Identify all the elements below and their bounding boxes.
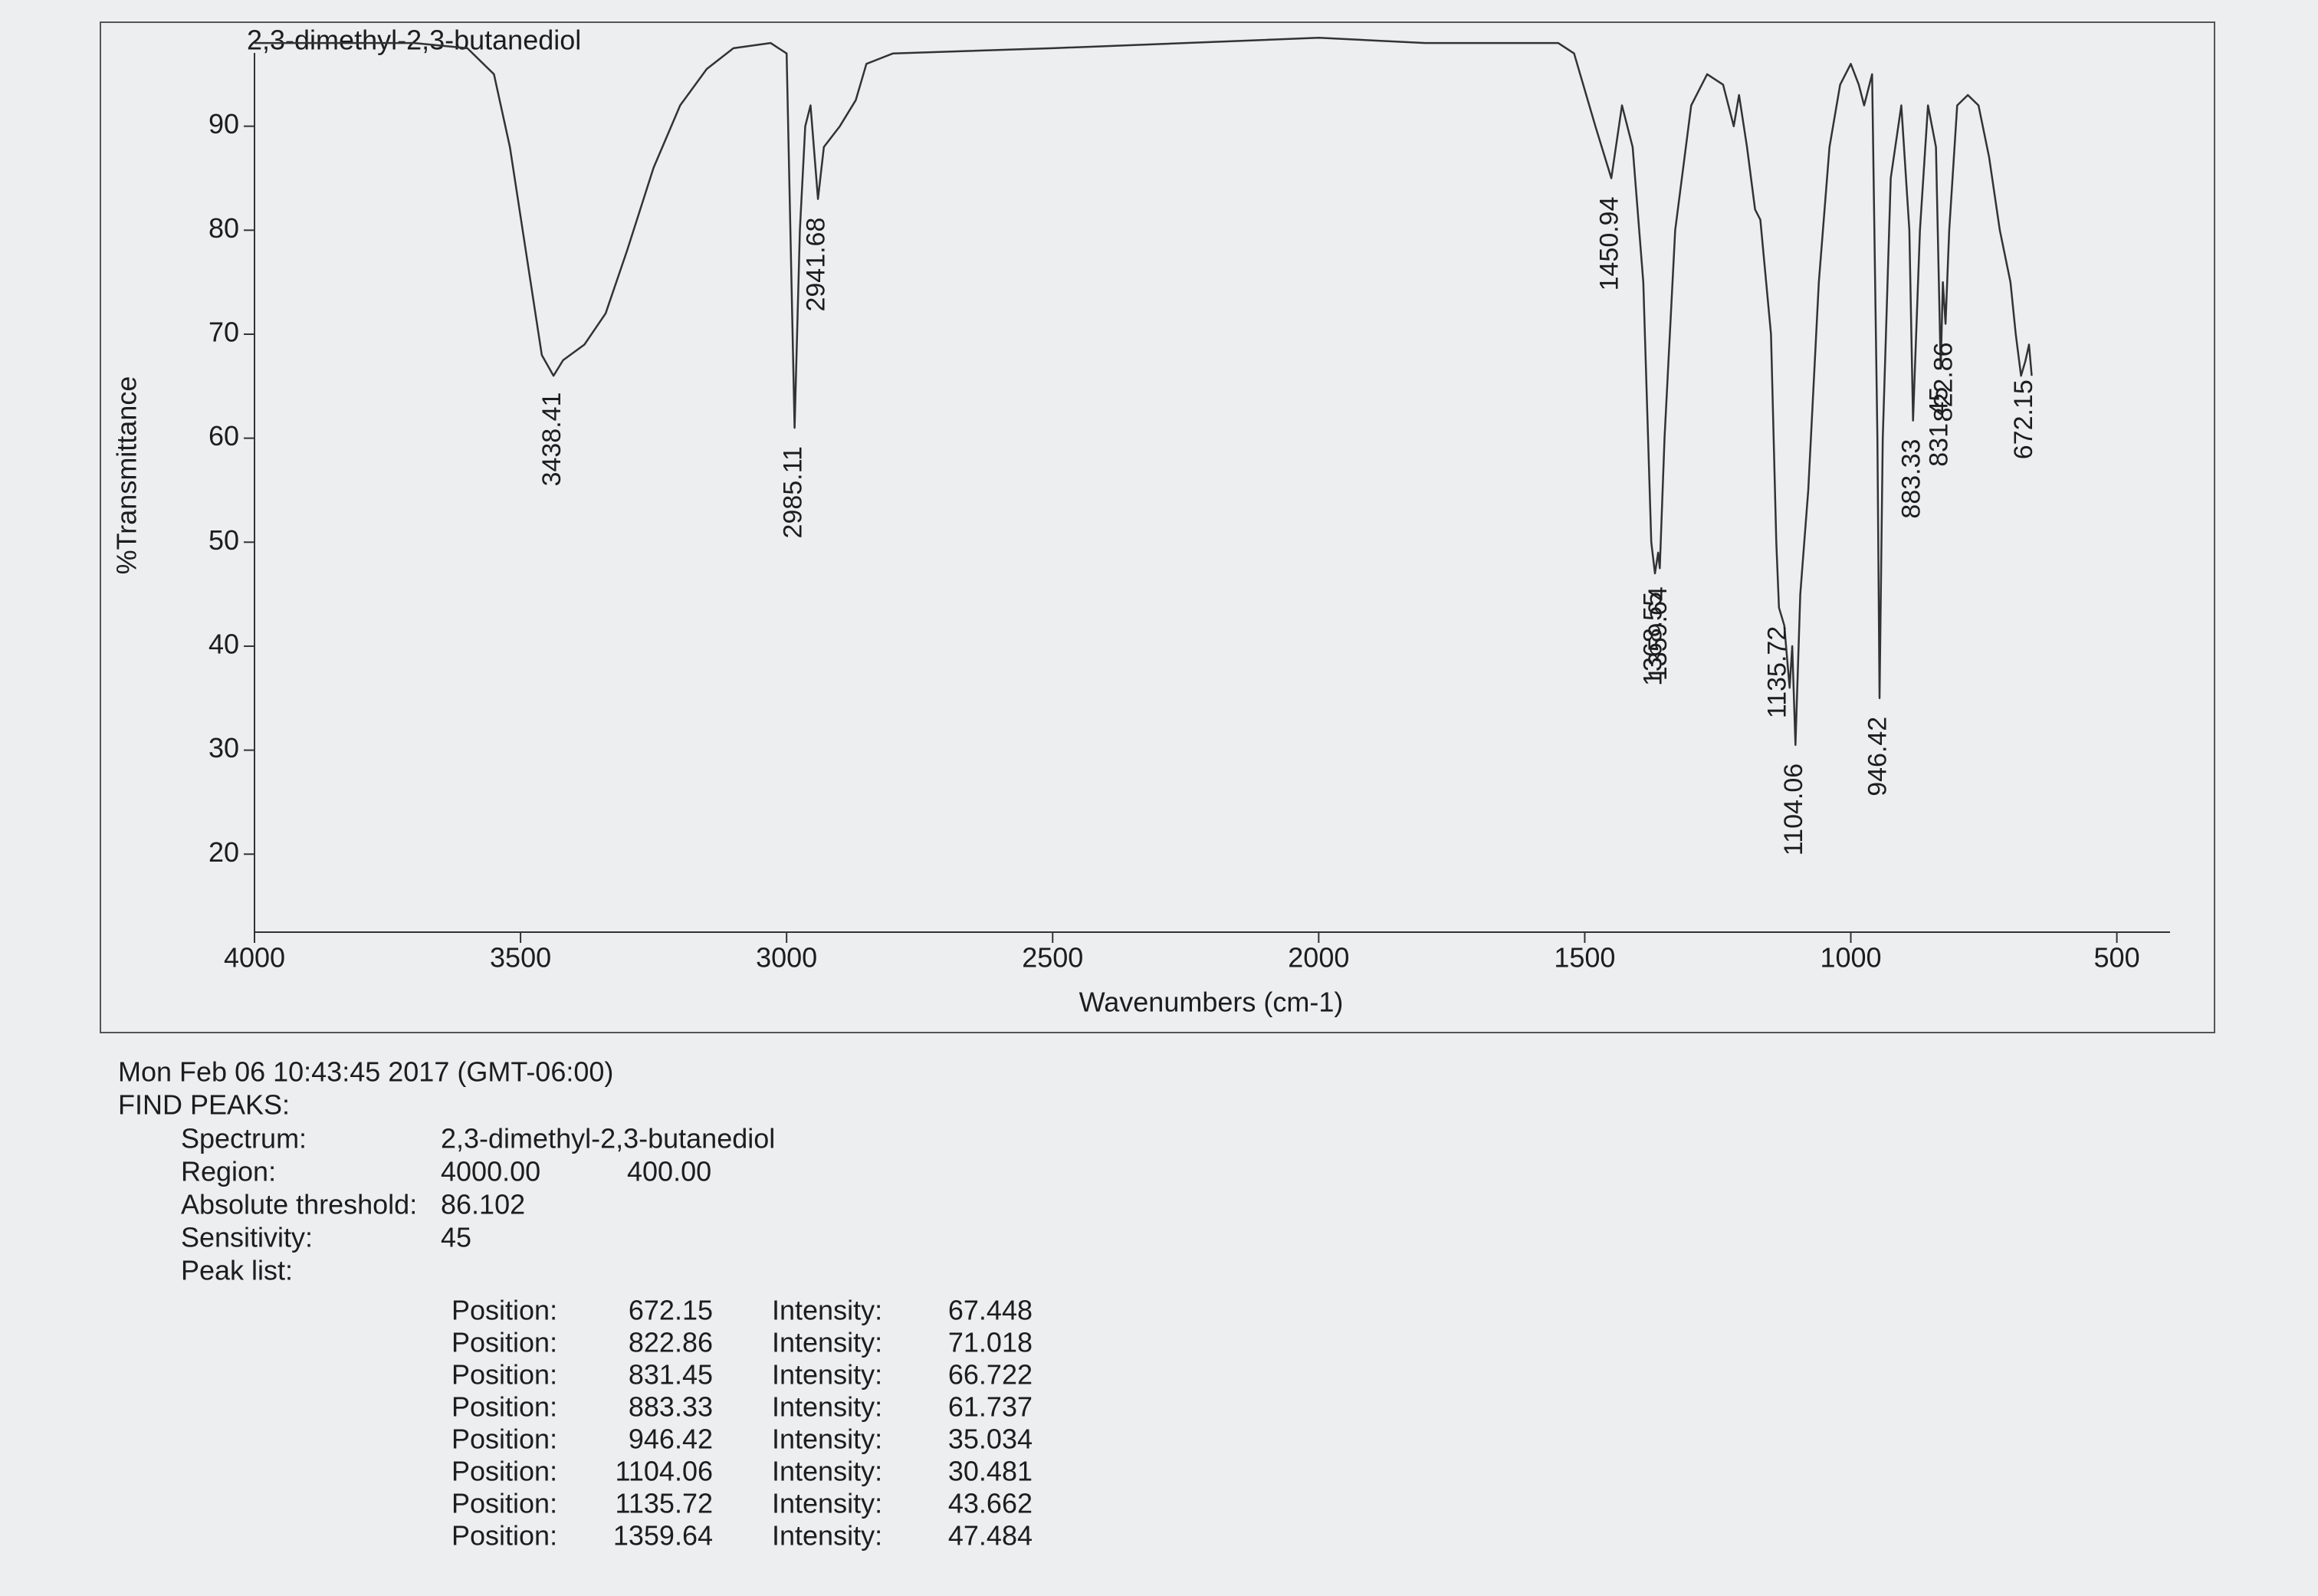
peak-label: 1359.64: [1643, 586, 1673, 681]
peak-intensity: 35.034: [948, 1424, 1033, 1455]
peak-row-label: Position:: [451, 1424, 557, 1455]
y-tick-label: 60: [208, 420, 239, 452]
y-tick-label: 40: [208, 628, 239, 659]
field-value: 4000.00: [441, 1156, 540, 1187]
x-tick-label: 2000: [1288, 942, 1349, 974]
report-heading: FIND PEAKS:: [118, 1089, 290, 1121]
peak-row-label: Intensity:: [772, 1488, 882, 1519]
peak-position: 1135.72: [616, 1488, 713, 1519]
field-value: 45: [441, 1222, 471, 1253]
peak-position: 672.15: [629, 1295, 713, 1326]
peak-row-label: Position:: [451, 1520, 557, 1552]
peak-label: 2941.68: [802, 218, 831, 312]
peak-intensity: 71.018: [948, 1327, 1033, 1358]
peak-intensity: 67.448: [948, 1295, 1033, 1326]
spectrum-line: [254, 37, 2033, 747]
x-tick-label: 1000: [1820, 942, 1881, 974]
peak-position: 1104.06: [616, 1456, 713, 1487]
peak-label: 831.45: [1924, 387, 1953, 467]
field-value: 86.102: [441, 1189, 525, 1220]
report-timestamp: Mon Feb 06 10:43:45 2017 (GMT-06:00): [118, 1056, 613, 1088]
peak-position: 1359.64: [613, 1520, 713, 1552]
peak-label: 883.33: [1896, 439, 1926, 519]
peak-row-label: Intensity:: [772, 1520, 882, 1552]
y-axis-label: %Transmittance: [111, 376, 143, 575]
field-label: Peak list:: [181, 1255, 293, 1286]
chart-frame: [100, 21, 2215, 1033]
peak-position: 822.86: [629, 1327, 713, 1358]
peak-label: 672.15: [2009, 379, 2038, 459]
peak-row-label: Position:: [451, 1295, 557, 1326]
y-tick-label: 80: [208, 212, 239, 244]
peak-row-label: Intensity:: [772, 1327, 882, 1358]
field-value: 2,3-dimethyl-2,3-butanediol: [441, 1123, 775, 1154]
peak-intensity: 43.662: [948, 1488, 1033, 1519]
peak-label: 1368.55: [1639, 592, 1668, 686]
field-label: Region:: [181, 1156, 276, 1187]
peak-row-label: Intensity:: [772, 1359, 882, 1391]
peak-row-label: Position:: [451, 1327, 557, 1358]
peak-position: 883.33: [629, 1391, 713, 1423]
y-tick-label: 70: [208, 316, 239, 347]
field-label: Spectrum:: [181, 1123, 307, 1154]
peak-row-label: Intensity:: [772, 1456, 882, 1487]
peak-row-label: Position:: [451, 1456, 557, 1487]
field-label: Absolute threshold:: [181, 1189, 417, 1220]
x-tick-label: 2500: [1022, 942, 1083, 974]
x-tick-label: 3500: [490, 942, 551, 974]
peak-row-label: Position:: [451, 1391, 557, 1423]
peak-label: 946.42: [1863, 717, 1893, 796]
y-tick-label: 50: [208, 524, 239, 556]
x-axis-label: Wavenumbers (cm-1): [1079, 987, 1344, 1018]
peak-row-label: Intensity:: [772, 1391, 882, 1423]
y-tick-label: 20: [208, 836, 239, 868]
peak-label: 3438.41: [537, 392, 566, 487]
peak-position: 946.42: [629, 1424, 713, 1455]
y-tick-label: 30: [208, 732, 239, 764]
peak-row-label: Position:: [451, 1488, 557, 1519]
x-tick-label: 4000: [224, 942, 285, 974]
peak-intensity: 47.484: [948, 1520, 1033, 1552]
field-label: Sensitivity:: [181, 1222, 313, 1253]
peak-row-label: Intensity:: [772, 1295, 882, 1326]
peak-label: 2985.11: [778, 446, 807, 538]
peak-intensity: 61.737: [948, 1391, 1033, 1423]
field-value: 400.00: [627, 1156, 711, 1187]
peak-label: 1450.94: [1594, 196, 1624, 291]
y-tick-label: 90: [208, 108, 239, 140]
peak-row-label: Intensity:: [772, 1424, 882, 1455]
peak-intensity: 66.722: [948, 1359, 1033, 1391]
peak-label: 1104.06: [1779, 764, 1808, 855]
x-tick-label: 1500: [1554, 942, 1615, 974]
peak-position: 831.45: [629, 1359, 713, 1391]
peak-label: 822.86: [1929, 342, 1958, 422]
x-tick-label: 500: [2094, 942, 2140, 974]
x-tick-label: 3000: [756, 942, 817, 974]
chart-title: 2,3-dimethyl-2,3-butanediol: [247, 25, 581, 56]
peak-row-label: Position:: [451, 1359, 557, 1391]
peak-label: 1135.72: [1762, 626, 1791, 718]
peak-intensity: 30.481: [948, 1456, 1033, 1487]
